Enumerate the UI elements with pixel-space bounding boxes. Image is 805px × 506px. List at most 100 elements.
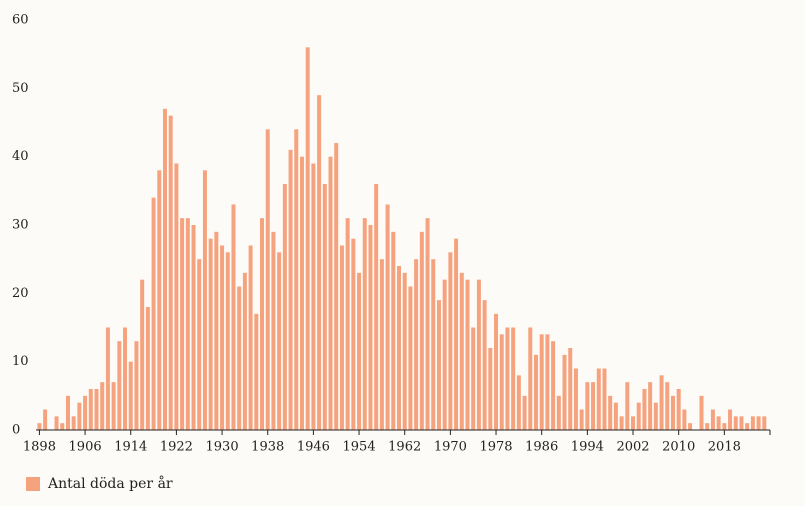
x-tick-label: 1954 [343, 440, 376, 455]
bar [665, 382, 670, 430]
bar [551, 341, 556, 430]
bar [128, 361, 133, 430]
bar [762, 416, 767, 430]
bar [162, 108, 167, 430]
x-tick-label: 1898 [23, 440, 56, 455]
bar [168, 115, 173, 431]
bar [117, 341, 122, 430]
bar [185, 218, 190, 430]
y-tick-label: 30 [12, 218, 29, 233]
bar [454, 238, 459, 430]
bar [476, 279, 481, 430]
y-tick-label: 10 [12, 354, 29, 369]
bar [568, 348, 573, 430]
bar [351, 238, 356, 430]
x-tick-label: 1970 [434, 440, 467, 455]
bar [140, 279, 145, 430]
x-tick-label: 1906 [69, 440, 102, 455]
bar [419, 231, 424, 430]
bar [619, 416, 624, 430]
bar [397, 266, 402, 430]
x-tick-label: 2002 [616, 440, 649, 455]
bar [733, 416, 738, 430]
bar [357, 272, 362, 430]
bar [374, 184, 379, 430]
x-tick-label: 2010 [662, 440, 695, 455]
bar [254, 313, 259, 430]
bar [334, 143, 339, 430]
bar [465, 279, 470, 430]
bar [682, 409, 687, 430]
bar [516, 375, 521, 430]
bar [442, 279, 447, 430]
bar [37, 423, 42, 430]
bar [157, 170, 162, 431]
bar [522, 395, 527, 430]
bar [328, 156, 333, 430]
bar [573, 368, 578, 430]
bar [345, 218, 350, 430]
bar [756, 416, 761, 430]
bar [448, 252, 453, 430]
bar [88, 389, 93, 430]
bar [722, 423, 727, 430]
bar [202, 170, 207, 431]
bar [408, 286, 413, 430]
x-tick-label: 1986 [525, 440, 558, 455]
bar [71, 416, 76, 430]
bar [294, 129, 299, 431]
bar [265, 129, 270, 431]
bar [459, 272, 464, 430]
bar [220, 245, 225, 430]
bar [602, 368, 607, 430]
bar [214, 231, 219, 430]
bar [322, 184, 327, 430]
bar [242, 272, 247, 430]
bar [100, 382, 105, 430]
bar [648, 382, 653, 430]
bar [174, 163, 179, 430]
bar [414, 259, 419, 430]
bar [511, 327, 516, 430]
x-tick-label: 1914 [114, 440, 147, 455]
bar [237, 286, 242, 430]
bar [745, 423, 750, 430]
bar [402, 272, 407, 430]
bar [111, 382, 116, 430]
bar [271, 231, 276, 430]
y-tick-label: 20 [12, 286, 29, 301]
bar [391, 231, 396, 430]
legend-label: Antal döda per år [47, 475, 173, 492]
y-tick-label: 60 [12, 13, 29, 28]
bar [625, 382, 630, 430]
bar [642, 389, 647, 430]
bar [499, 334, 504, 430]
bar [653, 402, 658, 430]
bar [134, 341, 139, 430]
y-tick-label: 0 [12, 423, 20, 438]
bar [482, 300, 487, 430]
bar [151, 197, 156, 430]
bar [65, 395, 70, 430]
bar [277, 252, 282, 430]
bar [750, 416, 755, 430]
x-tick-label: 2018 [708, 440, 741, 455]
bar [83, 395, 88, 430]
bar [431, 259, 436, 430]
bar [596, 368, 601, 430]
bar [591, 382, 596, 430]
bar [123, 327, 128, 430]
bar [305, 47, 310, 430]
bar [539, 334, 544, 430]
bar [339, 245, 344, 430]
bar [425, 218, 430, 430]
bar [379, 259, 384, 430]
bar [533, 354, 538, 430]
legend-swatch [26, 477, 40, 491]
bar [231, 204, 236, 430]
bar [739, 416, 744, 430]
bar [636, 402, 641, 430]
bar [494, 313, 499, 430]
bar [362, 218, 367, 430]
bar [94, 389, 99, 430]
